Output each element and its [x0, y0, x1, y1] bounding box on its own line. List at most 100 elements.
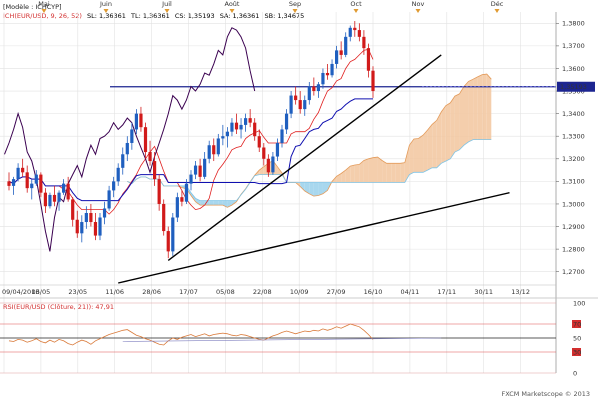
- kumo-cloud-segment: [218, 200, 223, 206]
- candle-body[interactable]: [48, 194, 52, 207]
- candle-body[interactable]: [75, 219, 79, 234]
- candle-body[interactable]: [275, 142, 280, 157]
- candle-body[interactable]: [344, 36, 348, 55]
- candle-body[interactable]: [193, 165, 198, 175]
- candle-body[interactable]: [307, 86, 311, 101]
- candle-body[interactable]: [321, 72, 325, 85]
- kumo-cloud-segment: [350, 165, 355, 183]
- candle-body[interactable]: [284, 113, 289, 130]
- candle-body[interactable]: [207, 145, 211, 159]
- price-tick-label: 1,3800: [562, 20, 585, 28]
- candle-body[interactable]: [30, 183, 34, 189]
- candle-body[interactable]: [266, 158, 270, 173]
- candle-body[interactable]: [143, 127, 148, 153]
- candle-body[interactable]: [71, 199, 75, 220]
- rsi-tick-label: 100: [573, 299, 585, 307]
- candle-body[interactable]: [353, 27, 357, 31]
- candle-body[interactable]: [325, 72, 330, 76]
- rsi-panel[interactable]: 100 70 50 30 0: [0, 299, 585, 377]
- candle-body[interactable]: [335, 50, 339, 64]
- candle-body[interactable]: [257, 136, 261, 148]
- candle-body[interactable]: [34, 174, 38, 184]
- candle-body[interactable]: [98, 217, 102, 236]
- candle-body[interactable]: [25, 172, 29, 189]
- candle-body[interactable]: [57, 192, 61, 202]
- candle-body[interactable]: [121, 154, 125, 168]
- candle-body[interactable]: [7, 181, 11, 186]
- candle-body[interactable]: [43, 192, 47, 207]
- price-panel[interactable]: [0, 12, 556, 373]
- candle-body[interactable]: [184, 183, 189, 202]
- candle-body[interactable]: [157, 179, 161, 204]
- candle-body[interactable]: [62, 183, 66, 193]
- candle-body[interactable]: [11, 179, 16, 186]
- month-marker: [353, 9, 359, 13]
- candle-body[interactable]: [130, 129, 134, 143]
- candle-body[interactable]: [339, 50, 343, 55]
- candle-body[interactable]: [371, 70, 375, 92]
- candle-body[interactable]: [312, 86, 316, 92]
- candle-body[interactable]: [66, 183, 70, 200]
- candle-body[interactable]: [253, 122, 257, 137]
- candle-body[interactable]: [234, 122, 239, 130]
- kumo-cloud-segment: [409, 139, 414, 175]
- candle-body[interactable]: [230, 122, 234, 132]
- candle-body[interactable]: [166, 231, 170, 252]
- candle-body[interactable]: [52, 194, 57, 202]
- candle-body[interactable]: [225, 131, 229, 137]
- candle-body[interactable]: [112, 181, 116, 191]
- kumo-cloud-segment: [354, 164, 360, 183]
- candle-body[interactable]: [294, 95, 298, 101]
- candle-body[interactable]: [125, 142, 129, 155]
- candle-body[interactable]: [303, 100, 307, 110]
- candle-body[interactable]: [93, 222, 98, 236]
- month-marker: [415, 9, 421, 13]
- candle-body[interactable]: [198, 165, 202, 177]
- kumo-cloud-segment: [418, 135, 424, 173]
- trendline-long-term[interactable]: [118, 191, 510, 284]
- candle-body[interactable]: [139, 113, 143, 128]
- candle-body[interactable]: [357, 30, 361, 37]
- candle-body[interactable]: [244, 118, 248, 125]
- candle-body[interactable]: [212, 145, 216, 155]
- price-tick-label: 1,3600: [562, 65, 585, 73]
- candle-body[interactable]: [248, 118, 252, 123]
- candle-body[interactable]: [289, 95, 293, 114]
- price-tick-label: 1,3400: [562, 110, 585, 118]
- candle-body[interactable]: [271, 156, 275, 173]
- candle-body[interactable]: [171, 217, 175, 252]
- candle-body[interactable]: [280, 129, 284, 143]
- candle-body[interactable]: [80, 222, 84, 234]
- candle-body[interactable]: [153, 161, 157, 180]
- candle-body[interactable]: [134, 113, 138, 130]
- candle-body[interactable]: [348, 27, 352, 37]
- candle-body[interactable]: [362, 36, 366, 49]
- candle-body[interactable]: [239, 124, 243, 130]
- candle-body[interactable]: [316, 84, 320, 92]
- rsi-line[interactable]: [8, 323, 374, 346]
- candle-body[interactable]: [221, 136, 225, 139]
- candle-body[interactable]: [116, 167, 120, 182]
- candle-body[interactable]: [262, 147, 266, 159]
- candle-body[interactable]: [21, 167, 25, 173]
- candle-body[interactable]: [216, 138, 220, 155]
- candle-body[interactable]: [189, 174, 193, 184]
- candle-body[interactable]: [162, 203, 166, 232]
- date-tick-label: 23/05: [68, 288, 87, 296]
- price-tick-label: 1,3300: [562, 133, 585, 141]
- candle-body[interactable]: [89, 212, 93, 223]
- candle-body[interactable]: [107, 190, 111, 209]
- candle-body[interactable]: [175, 197, 179, 218]
- trendline-support[interactable]: [167, 54, 442, 261]
- candle-body[interactable]: [330, 63, 334, 76]
- candle-body[interactable]: [298, 100, 302, 110]
- candle-body[interactable]: [16, 167, 20, 180]
- candle-body[interactable]: [39, 174, 43, 193]
- candle-body[interactable]: [102, 208, 107, 218]
- candle-body[interactable]: [203, 158, 207, 177]
- candle-body[interactable]: [148, 152, 152, 162]
- candle-body[interactable]: [366, 48, 371, 71]
- candle-body[interactable]: [180, 197, 184, 202]
- candle-body[interactable]: [84, 212, 88, 223]
